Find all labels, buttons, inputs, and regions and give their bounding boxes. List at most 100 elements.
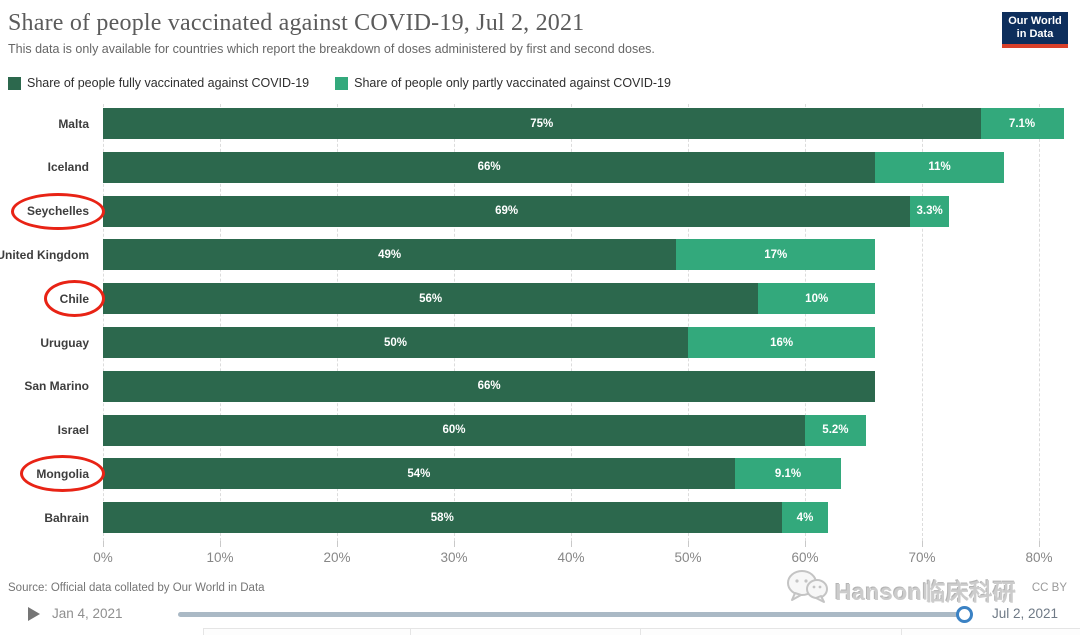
owid-logo-line2: in Data xyxy=(1016,28,1054,40)
bar-partly-vaccinated[interactable]: 7.1% xyxy=(980,108,1064,139)
axis-tick xyxy=(103,541,104,547)
legend-label-partly: Share of people only partly vaccinated a… xyxy=(354,76,671,90)
timeline: Jan 4, 2021 Jul 2, 2021 xyxy=(0,602,1080,628)
country-label: Chile xyxy=(59,291,89,306)
bottom-tab[interactable] xyxy=(902,629,1080,635)
axis-tick xyxy=(922,541,923,547)
axis-tick-label: 30% xyxy=(440,550,468,565)
bottom-tab[interactable] xyxy=(641,629,903,635)
bar-partly-vaccinated[interactable]: 4% xyxy=(781,502,829,534)
source-note: Source: Official data collated by Our Wo… xyxy=(8,582,265,594)
axis-tick xyxy=(454,541,455,547)
bar-value-label: 11% xyxy=(928,161,951,174)
bar-partly-vaccinated[interactable]: 5.2% xyxy=(805,414,866,446)
country-label: United Kingdom xyxy=(0,247,89,262)
row-label-cell: Bahrain xyxy=(0,502,96,533)
gridline xyxy=(454,104,455,541)
axis-tick xyxy=(337,541,338,547)
page-title: Share of people vaccinated against COVID… xyxy=(8,10,585,36)
bar-value-label: 66% xyxy=(477,380,501,393)
legend-item-fully: Share of people fully vaccinated against… xyxy=(8,76,309,90)
bar-fully-vaccinated[interactable]: 56% xyxy=(103,283,759,315)
bar-fully-vaccinated[interactable]: 50% xyxy=(103,327,688,358)
page-subtitle: This data is only available for countrie… xyxy=(8,42,655,56)
gridline xyxy=(922,104,923,541)
bar-value-label: 3.3% xyxy=(916,205,943,218)
legend-label-fully: Share of people fully vaccinated against… xyxy=(27,76,310,90)
bar-value-label: 54% xyxy=(407,467,431,480)
legend-swatch-fully-icon xyxy=(8,76,21,90)
bar-partly-vaccinated[interactable]: 17% xyxy=(676,239,876,271)
axis-tick xyxy=(805,541,806,547)
watermark-text: Hanson临床科研 xyxy=(835,578,1017,605)
bottom-tab[interactable] xyxy=(204,629,411,635)
gridline xyxy=(688,104,689,541)
bar-fully-vaccinated[interactable]: 54% xyxy=(103,458,735,490)
axis-tick xyxy=(1039,541,1040,547)
axis-tick-label: 20% xyxy=(323,550,351,565)
bar-value-label: 9.1% xyxy=(774,467,802,480)
gridline xyxy=(1039,104,1040,541)
country-label: Seychelles xyxy=(26,204,89,219)
bar-value-label: 60% xyxy=(442,424,466,437)
bottom-tab-strip xyxy=(203,628,1080,635)
axis-tick-label: 0% xyxy=(93,550,113,565)
country-label: Mongolia xyxy=(36,466,89,481)
bar-value-label: 49% xyxy=(378,248,402,261)
timeline-start-date: Jan 4, 2021 xyxy=(52,606,123,621)
axis-tick xyxy=(688,541,689,547)
bar-value-label: 50% xyxy=(383,336,408,349)
bar-value-label: 17% xyxy=(764,248,788,261)
country-label: Israel xyxy=(57,423,89,438)
country-label: Malta xyxy=(58,116,89,131)
country-label: Iceland xyxy=(47,160,89,175)
bar-partly-vaccinated[interactable]: 10% xyxy=(758,283,876,315)
owid-logo[interactable]: Our World in Data xyxy=(1002,12,1068,48)
bottom-tab[interactable] xyxy=(411,629,641,635)
wechat-icon xyxy=(785,568,829,611)
owid-logo-line1: Our World xyxy=(1008,15,1062,27)
legend-swatch-partly-icon xyxy=(335,76,349,90)
bar-fully-vaccinated[interactable]: 66% xyxy=(103,151,876,183)
gridline xyxy=(805,104,806,541)
bar-value-label: 75% xyxy=(530,117,554,130)
row-label-cell: Mongolia xyxy=(0,458,96,489)
timeline-handle[interactable] xyxy=(956,606,973,623)
axis-tick-label: 70% xyxy=(908,550,936,565)
bar-partly-vaccinated[interactable]: 16% xyxy=(688,327,876,358)
row-label-cell: San Marino xyxy=(0,371,96,402)
bar-value-label: 10% xyxy=(805,292,829,305)
row-label-cell: Iceland xyxy=(0,152,96,183)
row-label-cell: Israel xyxy=(0,415,96,446)
bar-value-label: 66% xyxy=(477,161,501,174)
bar-fully-vaccinated[interactable]: 66% xyxy=(103,370,876,402)
bar-value-label: 56% xyxy=(419,292,443,305)
legend-item-partly: Share of people only partly vaccinated a… xyxy=(335,76,671,90)
bar-value-label: 5.2% xyxy=(822,424,849,437)
country-label: Uruguay xyxy=(40,335,89,350)
bar-fully-vaccinated[interactable]: 60% xyxy=(103,414,805,446)
bar-partly-vaccinated[interactable]: 11% xyxy=(875,151,1004,183)
axis-tick-label: 40% xyxy=(557,550,585,565)
row-label-cell: Seychelles xyxy=(0,196,96,227)
bar-fully-vaccinated[interactable]: 75% xyxy=(103,108,981,139)
gridline xyxy=(337,104,338,541)
country-label: Bahrain xyxy=(44,510,89,525)
bar-value-label: 69% xyxy=(495,205,519,218)
bar-partly-vaccinated[interactable]: 9.1% xyxy=(734,458,842,490)
bar-partly-vaccinated[interactable]: 3.3% xyxy=(910,195,949,227)
bar-fully-vaccinated[interactable]: 49% xyxy=(103,239,677,271)
gridline xyxy=(103,104,104,541)
row-label-cell: United Kingdom xyxy=(0,239,96,270)
watermark: Hanson临床科研 xyxy=(785,568,1016,611)
bar-fully-vaccinated[interactable]: 69% xyxy=(103,195,911,227)
timeline-track[interactable] xyxy=(178,612,968,617)
gridline xyxy=(571,104,572,541)
axis-tick xyxy=(220,541,221,547)
row-label-cell: Malta xyxy=(0,108,96,139)
axis-tick xyxy=(571,541,572,547)
row-label-cell: Uruguay xyxy=(0,327,96,358)
play-button[interactable] xyxy=(26,605,44,623)
bar-fully-vaccinated[interactable]: 58% xyxy=(103,502,782,534)
